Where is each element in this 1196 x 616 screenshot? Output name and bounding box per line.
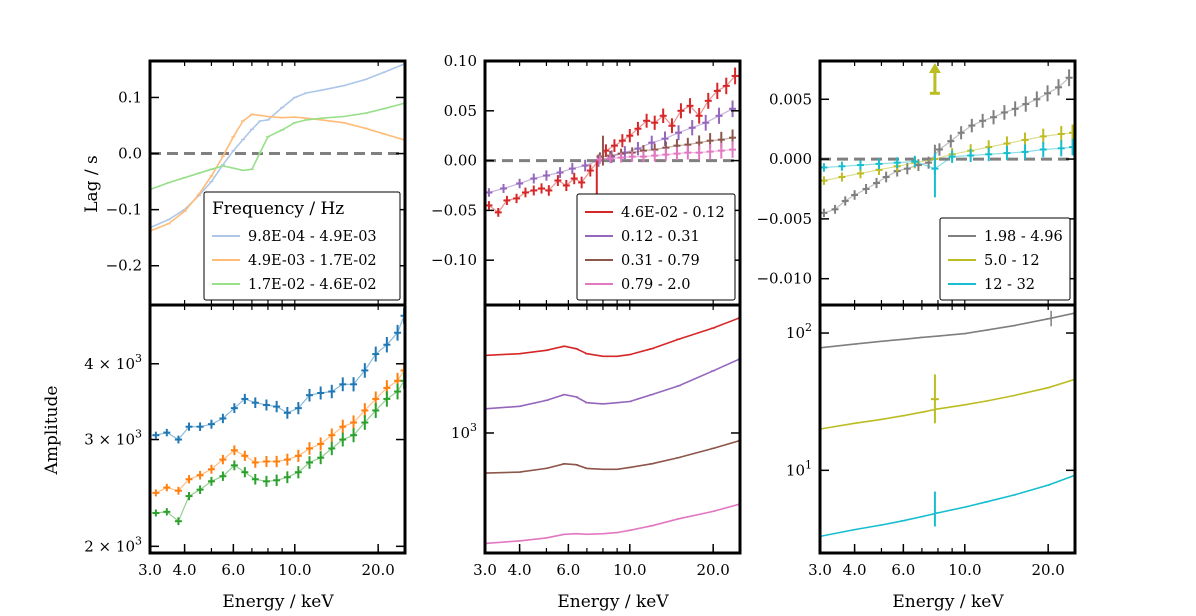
y-tick-label: 102 xyxy=(786,321,812,342)
x-tick-label: 20.0 xyxy=(1031,561,1064,579)
y-tick-label: 0.005 xyxy=(769,90,812,108)
y-tick-label: 0.1 xyxy=(118,88,142,106)
y-tick-label: 103 xyxy=(451,421,477,442)
y-tick-label-exp: 3 xyxy=(470,421,477,434)
legend-label: 4.6E-02 - 0.12 xyxy=(621,205,725,221)
y-tick-label-base: 4 × 10 xyxy=(84,355,135,373)
y-tick-label: 101 xyxy=(786,458,812,479)
x-tick-label: 20.0 xyxy=(696,561,729,579)
y-tick-label: 0.10 xyxy=(444,52,477,70)
plot-area xyxy=(820,310,1075,538)
panel-frame xyxy=(483,303,742,555)
plot-area xyxy=(152,307,405,526)
legend-label: 0.79 - 2.0 xyxy=(621,277,690,293)
y-tick-label-exp: 2 xyxy=(805,321,812,334)
panel-lag-mid: −0.10 −0.05 0.00 0.05 0.10 4.6E-02 - 0.12 0.12… xyxy=(431,52,742,307)
plot-area xyxy=(820,63,1075,218)
y-tick-label-base: 3 × 10 xyxy=(84,431,135,449)
legend: 1.98 - 4.96 5.0 - 12 12 - 32 xyxy=(939,217,1071,301)
legend-box xyxy=(939,217,1071,301)
y-tick-label: −0.05 xyxy=(431,201,477,219)
series-line xyxy=(485,439,740,474)
legend-label: 0.12 - 0.31 xyxy=(621,229,700,245)
legend-label: 0.31 - 0.79 xyxy=(621,253,700,269)
x-tick-label: 6.0 xyxy=(891,561,915,579)
y-tick-label-exp: 3 xyxy=(135,534,142,547)
x-tick-label: 4.0 xyxy=(843,561,867,579)
x-tick-label: 3.0 xyxy=(808,561,832,579)
y-tick-label: −0.10 xyxy=(431,251,477,269)
x-tick-label: 10.0 xyxy=(278,561,311,579)
legend: Frequency / Hz 9.8E-04 - 4.9E-03 4.9E-03 -… xyxy=(203,191,401,301)
y-axis-label-lag: Lag / s xyxy=(82,155,102,213)
plot-area xyxy=(150,63,405,232)
y-tick-label: 0.0 xyxy=(118,145,142,163)
model-line xyxy=(155,370,405,494)
panel-frame xyxy=(818,303,1077,555)
y-tick-label: −0.010 xyxy=(756,270,812,288)
y-tick-label-exp: 1 xyxy=(805,458,812,471)
series-line xyxy=(820,474,1075,538)
x-tick-label: 20.0 xyxy=(361,561,394,579)
series-line xyxy=(150,102,405,191)
legend-label: 1.98 - 4.96 xyxy=(984,229,1063,245)
plot-area xyxy=(485,67,740,217)
plot-panels: −0.2 −0.1 0.0 0.1 Frequency / Hz 9.8E-04 - 4.… xyxy=(84,52,1077,579)
y-tick-label-exp: 3 xyxy=(135,352,142,365)
legend-label: 4.9E-03 - 1.7E-02 xyxy=(248,253,377,269)
legend-label: 1.7E-02 - 4.6E-02 xyxy=(248,277,377,293)
y-tick-label: −0.2 xyxy=(106,257,142,275)
panel-lag-low: −0.2 −0.1 0.0 0.1 Frequency / Hz 9.8E-04 - 4.… xyxy=(106,59,407,307)
y-tick-label: 0.00 xyxy=(444,152,477,170)
legend-label: 9.8E-04 - 4.9E-03 xyxy=(248,229,377,245)
y-tick-label: 4 × 103 xyxy=(84,352,142,373)
panel-lag-high: −0.010 −0.005 0.000 0.005 1.98 - 4.96 5.0 - 1… xyxy=(756,59,1077,307)
y-tick-label: 2 × 103 xyxy=(84,534,142,555)
model-line xyxy=(155,380,405,523)
y-tick-label-base: 10 xyxy=(451,424,470,442)
x-axis-label-right: Energy / keV xyxy=(892,592,1004,612)
legend-label: 12 - 32 xyxy=(984,277,1035,293)
y-tick-label-base: 2 × 10 xyxy=(84,537,135,555)
y-tick-label: −0.005 xyxy=(756,210,812,228)
series-line xyxy=(820,312,1075,349)
panel-frame xyxy=(148,303,407,555)
y-tick-label: 0.000 xyxy=(769,150,812,168)
series-line xyxy=(485,503,740,545)
legend-title: Frequency / Hz xyxy=(212,199,344,219)
x-tick-label: 4.0 xyxy=(173,561,197,579)
upper-limit-arrow xyxy=(928,63,941,73)
x-axis-label-left: Energy / keV xyxy=(222,592,334,612)
series-line xyxy=(485,358,740,410)
panel-amp-mid: 3.0 4.0 6.0 10.0 20.0 103 xyxy=(451,303,742,579)
x-tick-label: 10.0 xyxy=(948,561,981,579)
y-tick-label: 0.05 xyxy=(444,102,477,120)
model-line xyxy=(823,77,1070,214)
y-tick-label: −0.1 xyxy=(106,201,142,219)
y-tick-label-base: 10 xyxy=(786,324,805,342)
x-tick-label: 10.0 xyxy=(613,561,646,579)
x-tick-label: 6.0 xyxy=(221,561,245,579)
x-tick-label: 6.0 xyxy=(556,561,580,579)
legend-box xyxy=(203,191,401,301)
x-tick-label: 4.0 xyxy=(508,561,532,579)
series-line xyxy=(820,378,1075,430)
legend: 4.6E-02 - 0.12 0.12 - 0.31 0.31 - 0.79 0.79… xyxy=(576,193,736,301)
x-tick-label: 3.0 xyxy=(473,561,497,579)
x-tick-label: 3.0 xyxy=(138,561,162,579)
y-axis-label-amplitude: Amplitude xyxy=(42,386,62,476)
legend-box xyxy=(576,193,736,301)
series-line xyxy=(485,316,740,358)
legend-label: 5.0 - 12 xyxy=(984,253,1040,269)
y-tick-label-base: 10 xyxy=(786,461,805,479)
y-tick-label-exp: 3 xyxy=(135,428,142,441)
plot-area xyxy=(485,316,740,545)
y-tick-label: 3 × 103 xyxy=(84,428,142,449)
x-axis-label-middle: Energy / keV xyxy=(557,592,669,612)
